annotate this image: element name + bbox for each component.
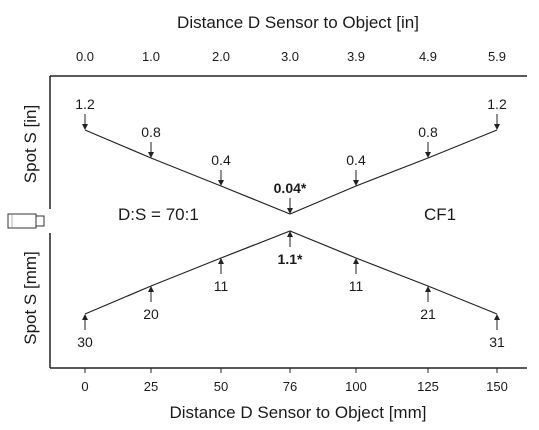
top-tick-label: 4.9 <box>419 49 437 64</box>
top-tick-label: 5.9 <box>488 49 506 64</box>
top-tick-label: 0.0 <box>76 49 94 64</box>
upper-side-label: Spot S [in] <box>21 105 40 183</box>
model-label: CF1 <box>424 205 456 224</box>
bottom-tick-label: 100 <box>345 379 367 394</box>
spot-mm-label: 1.1* <box>278 251 303 267</box>
spot-in-label: 0.4 <box>211 152 231 168</box>
top-tick-label: 3.9 <box>347 49 365 64</box>
arrow-down-head <box>148 152 154 158</box>
arrow-up-head <box>353 258 359 264</box>
sensor-icon <box>7 213 45 229</box>
spot-mm-label: 21 <box>420 306 436 322</box>
bottom-tick-label: 50 <box>214 379 228 394</box>
spot-in-label: 0.04* <box>274 180 307 196</box>
spot-mm-label: 11 <box>349 278 364 294</box>
arrow-down-head <box>425 152 431 158</box>
top-axis-title: Distance D Sensor to Object [in] <box>177 13 419 32</box>
spot-in-label: 0.4 <box>346 152 366 168</box>
bottom-tick-label: 0 <box>81 379 88 394</box>
upper-spot-curve <box>84 129 498 215</box>
bottom-ticks: 0 25 50 76 100 125 150 <box>81 368 508 394</box>
arrow-down-head <box>353 180 359 186</box>
arrow-up-head <box>425 286 431 292</box>
ratio-label: D:S = 70:1 <box>118 205 199 224</box>
bottom-tick-label: 76 <box>283 379 297 394</box>
spot-mm-label: 30 <box>77 334 93 350</box>
bottom-tick-label: 125 <box>417 379 439 394</box>
spot-markers: 1.2 30 0.8 20 0.4 11 0.04* 1.1* 0.4 11 0.8 21 1.2 31 <box>75 96 507 350</box>
spot-mm-label: 31 <box>489 334 505 350</box>
arrow-down-head <box>218 180 224 186</box>
lower-spot-curve <box>84 230 498 315</box>
spot-in-label: 0.8 <box>141 124 161 140</box>
arrow-down-head <box>494 124 500 130</box>
arrow-down-head <box>82 124 88 130</box>
spot-in-label: 0.8 <box>418 124 438 140</box>
top-tick-label: 2.0 <box>212 49 230 64</box>
top-tick-label: 3.0 <box>281 49 299 64</box>
arrow-up-head <box>287 231 293 237</box>
lower-side-label: Spot S [mm] <box>21 251 40 345</box>
bottom-tick-label: 150 <box>486 379 508 394</box>
arrow-up-head <box>148 286 154 292</box>
bottom-tick-label: 25 <box>144 379 158 394</box>
top-ticks: 0.0 1.0 2.0 3.0 3.9 4.9 5.9 <box>76 49 506 64</box>
spot-mm-label: 20 <box>143 306 159 322</box>
top-tick-label: 1.0 <box>142 49 160 64</box>
spot-in-label: 1.2 <box>487 96 507 112</box>
arrow-up-head <box>494 314 500 320</box>
arrow-down-head <box>287 208 293 214</box>
bottom-axis-title: Distance D Sensor to Object [mm] <box>170 403 427 422</box>
spot-mm-label: 11 <box>214 278 229 294</box>
spot-in-label: 1.2 <box>75 96 95 112</box>
arrow-up-head <box>218 258 224 264</box>
arrow-up-head <box>82 314 88 320</box>
